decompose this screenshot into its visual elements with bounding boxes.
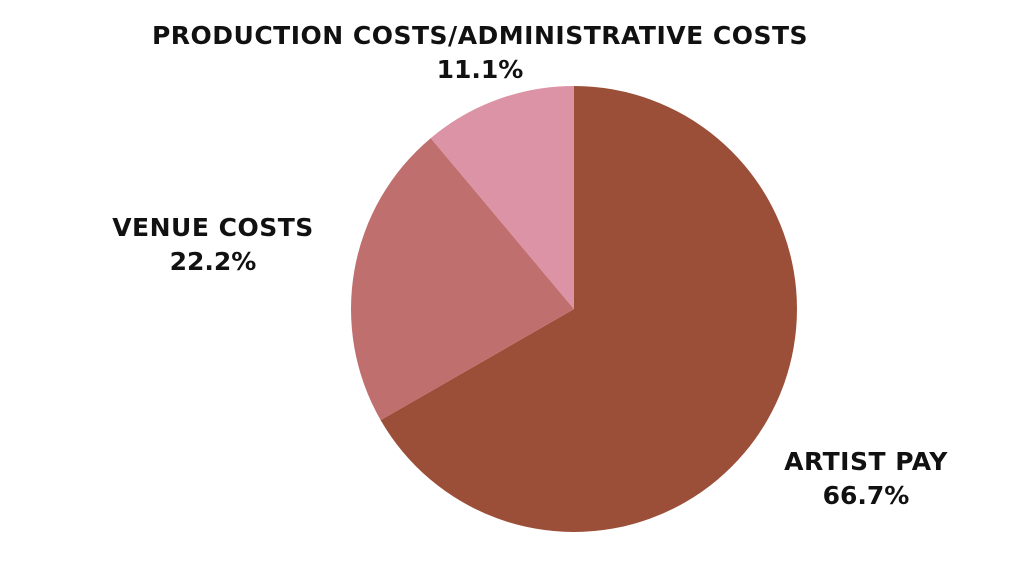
slice-label-artist-pay: ARTIST PAY <box>784 447 948 476</box>
pie-slice-production-costs <box>430 86 574 309</box>
pie-slices <box>350 86 797 532</box>
slice-label-production-costs: PRODUCTION COSTS/ADMINISTRATIVE COSTS <box>152 21 808 50</box>
pie-slice-artist-pay <box>380 86 797 532</box>
slice-value-production-costs: 11.1% <box>437 55 524 84</box>
pie-slice-venue-costs <box>350 138 574 421</box>
slice-value-venue-costs: 22.2% <box>170 247 257 276</box>
slice-value-artist-pay: 66.7% <box>823 481 910 510</box>
slice-label-venue-costs: VENUE COSTS <box>112 213 314 242</box>
